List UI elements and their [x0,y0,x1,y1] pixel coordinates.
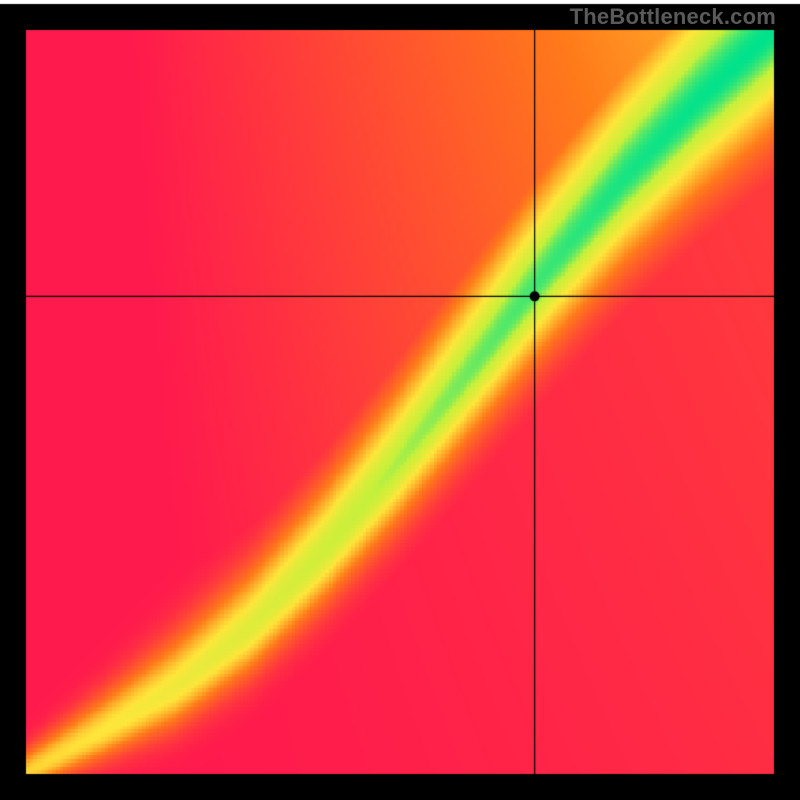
watermark-text: TheBottleneck.com [570,4,776,30]
heatmap-plot [0,0,800,800]
chart-container: TheBottleneck.com [0,0,800,800]
